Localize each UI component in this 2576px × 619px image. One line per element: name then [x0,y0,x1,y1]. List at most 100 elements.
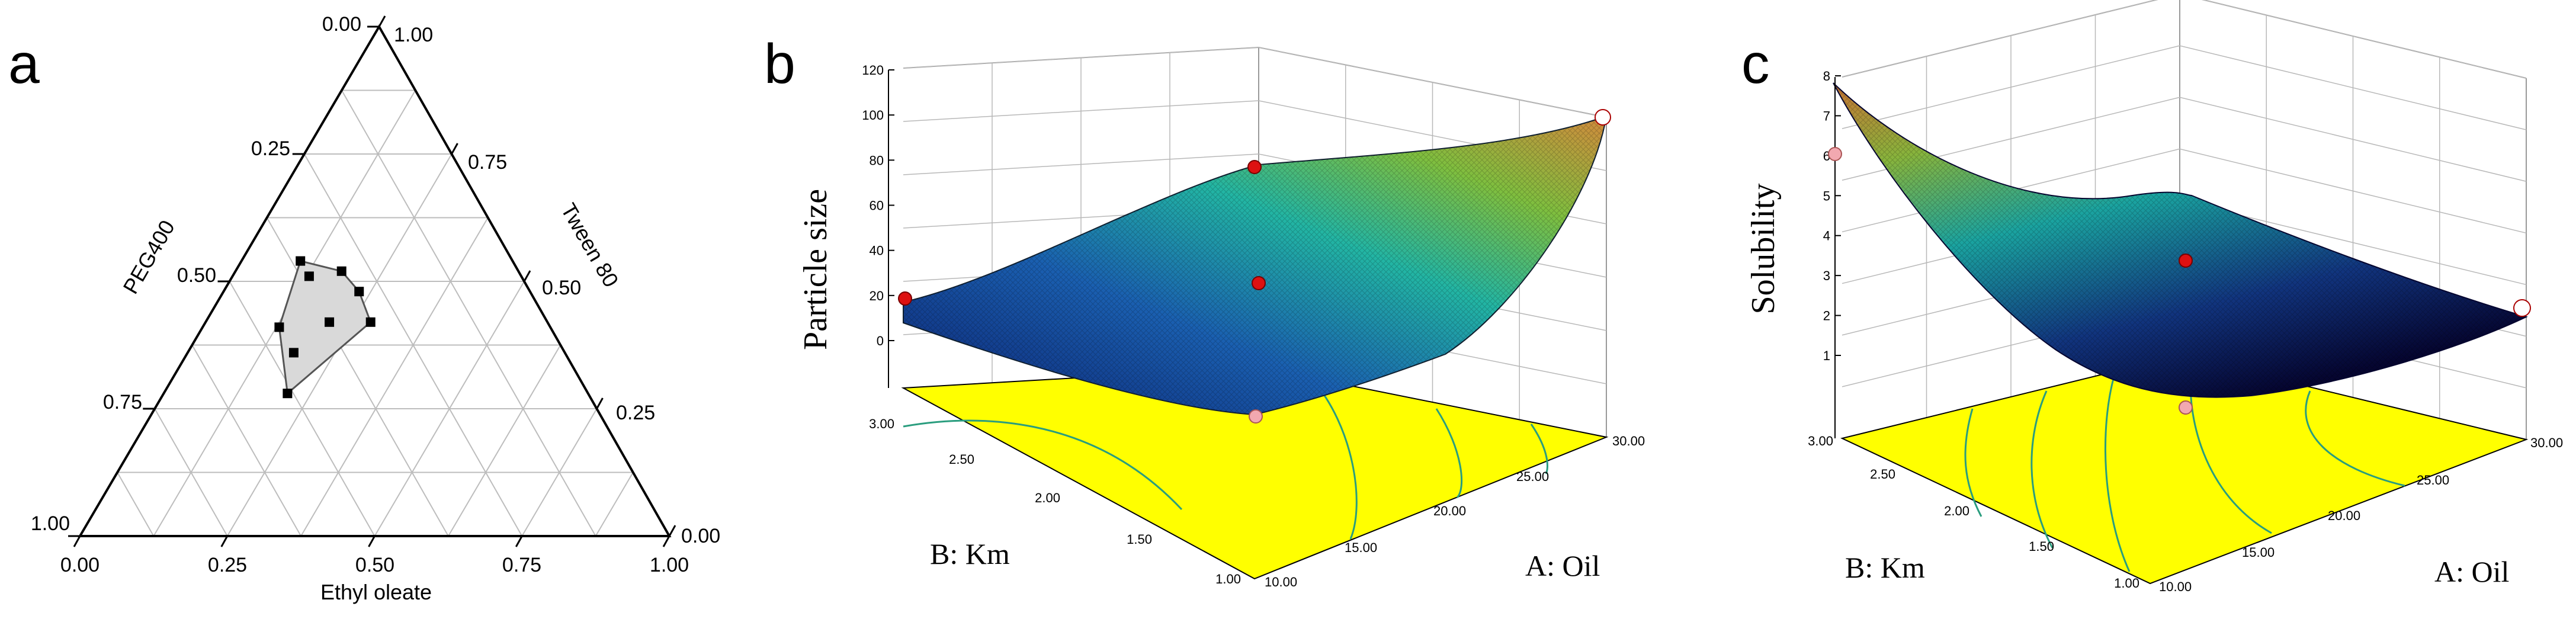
surface-c-z-tick-label: 8 [1823,69,1830,84]
ternary-gridline [229,281,376,537]
back-wall-gridline [1842,97,2527,182]
ternary-gridline [448,344,562,537]
ternary-point [283,389,293,399]
ternary-point [288,348,299,358]
surface-b-mesh-texture [903,116,1606,415]
ternary-gridline [521,408,598,537]
surface-c-y-tick-3: 2.50 [1870,467,1895,482]
panel-letter-b: b [764,33,795,95]
ternary-gridline [300,217,489,537]
left-tick-0: 0.00 [322,13,361,36]
ternary-tick [596,397,604,409]
surface-c-z-tick-label: 2 [1823,309,1830,323]
bottom-tick-3: 0.75 [502,554,541,576]
surface-c-mesh-texture [1833,83,2526,397]
right-tick-2: 0.50 [542,277,581,299]
back-wall-top-edge [1842,0,2527,79]
surface-b-y-tick-0: 1.00 [1215,572,1241,586]
surface-c-z-tick-label: 3 [1823,268,1830,283]
bottom-tick-0: 0.00 [60,554,100,576]
surface-b-design-point [1249,409,1263,424]
ternary-point [274,322,284,332]
bottom-tick-2: 0.50 [355,554,394,576]
ternary-gridline [595,472,634,537]
surface-b-z-label: Particle size [797,189,834,350]
ternary-tick [515,535,523,547]
surface-b-x-tick-4: 30.00 [1612,434,1645,448]
surface-c-y-tick-1: 1.50 [2029,539,2054,554]
surface-c-z-tick-label: 7 [1823,108,1830,123]
ternary-points [274,256,376,399]
surface-c-design-point [2513,299,2531,317]
surface-plot-particle-size: 0 20 40 60 80 100 120 Particle size 10.00 15.0… [797,46,1645,589]
bottom-tick-4: 1.00 [650,554,689,576]
back-wall-gridline [1842,0,2527,79]
surface-b-z-ticks: 0 20 40 60 80 100 120 [862,63,894,348]
bottom-axis-label: Ethyl oleate [320,580,432,604]
right-tick-4: 0.00 [681,525,720,547]
left-tick-1: 0.25 [251,137,290,160]
ternary-gridline [117,472,155,537]
back-wall-gridline [903,47,1607,118]
right-tick-0: 1.00 [394,24,433,46]
surface-b-y-tick-1: 1.50 [1127,532,1152,547]
ternary-point [325,317,335,327]
surface-b-design-point [1247,160,1262,174]
ternary-tick [73,535,81,547]
ternary-point [354,287,364,297]
back-wall-top-edge [903,46,1607,118]
surface-b-design-points [898,109,1611,424]
surface-c-z-label: Solubility [1745,184,1782,315]
ternary-point [336,266,347,276]
surface-c-y-tick-4: 3.00 [1808,434,1833,448]
surface-b-y-label: B: Km [930,537,1010,570]
back-wall-gridline [1842,45,2527,130]
ternary-tick [378,15,386,27]
surface-b-z-tick-label: 100 [862,108,884,123]
surface-c-z-tick-label: 4 [1823,229,1830,243]
surface-b-x-tick-3: 25.00 [1516,469,1549,484]
left-tick-4: 1.00 [31,512,70,535]
surface-b-design-point [1595,109,1611,126]
surface-c-x-label: A: Oil [2434,555,2509,588]
ternary-gridline [341,90,596,537]
surface-c-y-label: B: Km [1845,551,1925,584]
ternary-tick [662,535,671,547]
surface-c-z-tick-label: 5 [1823,188,1830,203]
ternary-tick [523,270,531,282]
surface-c-design-point [2179,400,2193,415]
ternary-gridline [374,281,525,537]
bottom-tick-1: 0.25 [208,554,247,576]
ternary-gridlines [117,89,634,537]
ternary-plot: 0.00 0.25 0.50 0.75 1.00 Ethyl oleate 0.… [31,13,720,604]
surface-c-design-point [2179,254,2193,268]
ternary-gridline [191,345,301,537]
surface-c-x-tick-0: 10.00 [2159,579,2192,594]
ternary-tick [368,535,376,547]
surface-b-z-tick-label: 80 [870,153,884,168]
surface-b-x-label: A: Oil [1525,549,1600,582]
surface-b-z-tick-label: 20 [870,288,884,303]
right-tick-3: 0.25 [616,402,655,424]
ternary-point [296,256,306,266]
surface-c-design-point [1828,147,1842,161]
surface-c-x-tick-1: 15.00 [2242,545,2275,560]
left-axis-label: PEG400 [118,216,179,298]
surface-b-design-point [898,291,912,306]
surface-b-z-tick-label: 120 [862,63,884,78]
surface-c-floor [1840,354,2529,585]
surface-c-y-tick-2: 2.00 [1944,503,1969,518]
surface-c-x-tick-3: 25.00 [2417,473,2449,487]
surface-b-y-tick-3: 2.50 [949,452,974,467]
right-tick-1: 0.75 [468,151,507,174]
ternary-gridline [154,408,228,537]
surface-c-z-tick-label: 1 [1823,348,1830,363]
ternary-tick [668,525,676,537]
surface-c-y-tick-0: 1.00 [2114,576,2139,591]
ternary-tick [220,535,229,547]
surface-c-x-tick-4: 30.00 [2530,435,2563,450]
surface-b-floor-contours [903,379,1548,540]
surface-b-z-tick-label: 40 [870,243,884,258]
